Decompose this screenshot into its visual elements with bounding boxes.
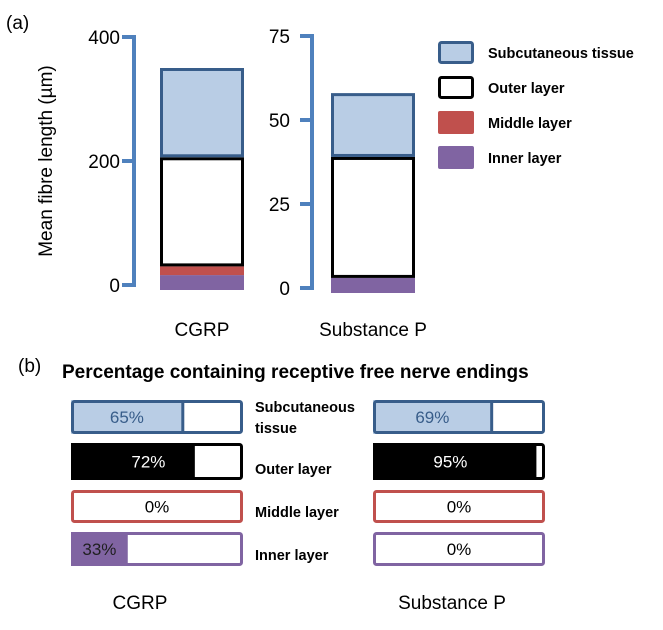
group-substance-p: 69% 95% 0% 0% Substance P [373, 400, 545, 614]
category-label: Substance P [319, 320, 427, 341]
y-tick-label: 0 [279, 279, 290, 300]
bar-segment-subcutaneous-tissue [331, 93, 415, 157]
row-label: Subcutaneous [255, 400, 355, 416]
percent-fill [71, 400, 183, 434]
plot-a: 0 200 400 CGRP 0 25 50 75 Substance P [88, 27, 427, 341]
legend: Subcutaneous tissue Outer layer Middle lay… [438, 41, 634, 169]
percent-box-border [71, 400, 243, 434]
row-label: Outer layer [255, 462, 332, 478]
percent-label: 33% [82, 540, 116, 559]
bar-segment-middle-layer [160, 266, 244, 276]
subplot-substance-p: 0 25 50 75 Substance P [269, 27, 427, 341]
percent-label: 95% [433, 453, 467, 472]
y-tick-label: 400 [88, 28, 120, 49]
plot-b: 65% 72% 0% 33% CGRP 69% 95% 0% 0% Substance P Subc… [71, 400, 545, 614]
group-label: Substance P [398, 593, 506, 614]
y-tick-label: 50 [269, 111, 290, 132]
y-tick-label: 25 [269, 195, 290, 216]
group-cgrp: 65% 72% 0% 33% CGRP [71, 400, 243, 614]
percent-fill [373, 400, 492, 434]
percent-box-bg [71, 490, 243, 523]
group-label: CGRP [113, 593, 168, 614]
y-tick-label: 75 [269, 27, 290, 48]
percent-label: 72% [131, 453, 165, 472]
bar-segment-inner-layer [160, 275, 244, 290]
bar-segment-outer-layer [331, 156, 415, 278]
percent-label: 65% [110, 408, 144, 427]
percent-box-border [373, 490, 545, 523]
row-label: Inner layer [255, 548, 329, 564]
percent-box-border [373, 443, 545, 480]
legend-label: Inner layer [488, 151, 562, 167]
panel-b-title: Percentage containing receptive free ner… [62, 362, 529, 383]
percent-box-bg [373, 532, 545, 566]
legend-swatch [438, 111, 474, 134]
bar-segment-outer-layer [160, 157, 244, 267]
panel-a-label: (a) [6, 13, 29, 34]
percent-label: 0% [447, 498, 472, 517]
percent-fill [373, 443, 537, 480]
row-label: tissue [255, 421, 297, 437]
legend-label: Outer layer [488, 81, 565, 97]
y-axis-label: Mean fibre length (µm) [36, 65, 57, 257]
legend-swatch [438, 41, 474, 64]
legend-label: Subcutaneous tissue [488, 46, 634, 62]
percent-box-border [71, 443, 243, 480]
y-tick-label: 0 [109, 276, 120, 297]
percent-box-border [71, 532, 243, 566]
bar-segment-inner-layer [331, 277, 415, 293]
y-tick-label: 200 [88, 152, 120, 173]
bar-segment-subcutaneous-tissue [160, 68, 244, 158]
legend-swatch [438, 76, 474, 99]
percent-box-border [71, 490, 243, 523]
legend-label: Middle layer [488, 116, 572, 132]
row-label: Middle layer [255, 505, 339, 521]
percent-label: 0% [447, 540, 472, 559]
percent-box-border [373, 400, 545, 434]
percent-box-bg [373, 490, 545, 523]
percent-box-border [373, 532, 545, 566]
subplot-cgrp: 0 200 400 CGRP [88, 28, 244, 341]
category-label: CGRP [175, 320, 230, 341]
percent-label: 0% [145, 498, 170, 517]
legend-swatch [438, 146, 474, 169]
percent-fill [71, 532, 128, 566]
panel-b-label: (b) [18, 356, 41, 377]
percent-fill [71, 443, 195, 480]
percent-label: 69% [415, 408, 449, 427]
